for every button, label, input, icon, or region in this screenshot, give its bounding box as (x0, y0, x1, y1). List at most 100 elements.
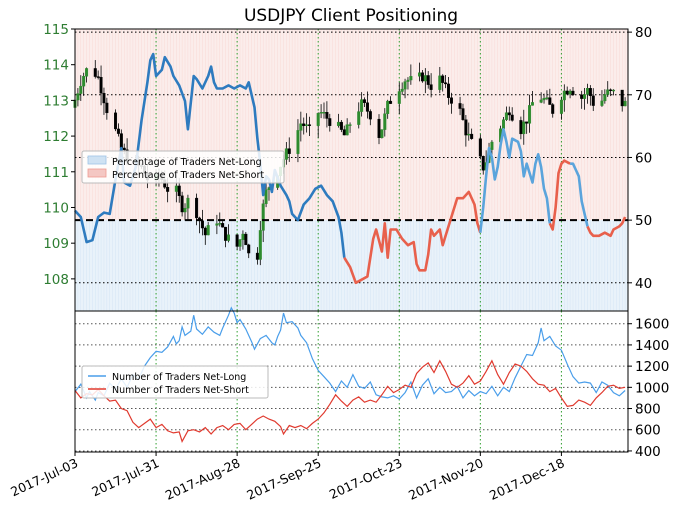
candle (429, 73, 433, 98)
candle (528, 94, 532, 133)
legend-label: Percentage of Traders Net-Short (112, 170, 264, 181)
lower-axes-frame (74, 310, 629, 453)
candle-down (93, 68, 97, 77)
candle (76, 88, 80, 107)
candle (548, 88, 552, 105)
legend-box (81, 150, 285, 184)
candle (490, 140, 494, 156)
candle (588, 85, 592, 106)
right-tick-label: 70 (635, 88, 652, 104)
candle (325, 101, 329, 128)
candle-down (580, 94, 584, 99)
candle (79, 75, 83, 101)
candle (397, 82, 401, 115)
candle (287, 137, 291, 162)
candle-down (339, 121, 343, 130)
candle-down (444, 82, 448, 85)
candle (336, 113, 340, 128)
candle (244, 231, 248, 246)
candle-down (325, 112, 329, 119)
candle (284, 142, 288, 165)
right-tick-label: 1600 (635, 317, 669, 333)
candle-down (105, 102, 109, 114)
candle-down (507, 112, 511, 116)
candle-up (348, 124, 352, 126)
candle (585, 83, 589, 104)
candle (383, 108, 387, 137)
candle-up (360, 99, 364, 112)
candle (449, 92, 453, 114)
candle-down (461, 108, 465, 120)
candle-up (545, 97, 549, 99)
candle-down (510, 114, 514, 121)
candle (612, 89, 616, 96)
candle (609, 88, 613, 97)
candle-down (426, 75, 430, 85)
candle (530, 90, 534, 106)
lower-legend: Number of Traders Net-Long Number of Trad… (81, 365, 269, 399)
candle-down (114, 112, 118, 130)
net-long-pct-line (570, 162, 589, 227)
candle-up (174, 185, 178, 192)
candle-down (99, 77, 103, 94)
chart-title: USDJPY Client Positioning (244, 6, 458, 26)
candle (224, 226, 228, 248)
candle (357, 102, 361, 129)
candle-up (502, 119, 506, 129)
candle-down (119, 133, 123, 149)
candle-up (528, 105, 532, 124)
candle (235, 234, 239, 250)
candle (423, 68, 427, 94)
candle (420, 70, 424, 83)
candle-up (418, 72, 422, 77)
candle-up (380, 129, 384, 138)
candle-down (429, 84, 433, 90)
candle (316, 112, 320, 138)
candle-down (221, 223, 225, 228)
candle (478, 134, 482, 160)
candle (299, 111, 303, 142)
legend-label: Number of Traders Net-Short (112, 385, 249, 396)
candle (458, 96, 462, 116)
candle-down (365, 102, 369, 112)
candle-down (116, 128, 120, 134)
candle-down (122, 147, 126, 151)
candle (99, 65, 103, 106)
candle (519, 116, 523, 140)
candle-up (296, 130, 300, 154)
candle (510, 107, 514, 122)
candle (345, 118, 349, 136)
candle (215, 214, 219, 235)
candle-up (606, 89, 610, 95)
candle-up (559, 99, 563, 114)
axes-frames (74, 28, 629, 453)
candle-down (235, 234, 239, 247)
candle (562, 84, 566, 112)
net-long-zone (75, 220, 628, 311)
left-tick-label: 112 (43, 129, 69, 145)
right-tick-label: 1200 (635, 359, 669, 375)
candle (542, 93, 546, 104)
candle-up (585, 88, 589, 95)
right-tick-label: 40 (635, 276, 652, 292)
left-tick-label: 110 (43, 200, 69, 216)
candle (363, 97, 367, 107)
candle (368, 109, 372, 126)
upper-tick-labels: 108 109 110 111 112 113 114 115 40 50 60 70 80 (43, 22, 652, 292)
candle-up (264, 189, 268, 204)
candle (461, 103, 465, 121)
candle-up (357, 111, 361, 125)
candle-up (397, 91, 401, 104)
left-tick-label: 113 (43, 93, 69, 109)
candle (559, 96, 563, 120)
right-tick-label: 60 (635, 150, 652, 166)
candle-up (336, 121, 340, 126)
candle-down (255, 252, 259, 260)
candle-up (226, 234, 230, 241)
candle-down (328, 118, 332, 126)
candle (426, 71, 430, 89)
candle-down (519, 120, 523, 135)
net-short-count-line (74, 359, 626, 443)
